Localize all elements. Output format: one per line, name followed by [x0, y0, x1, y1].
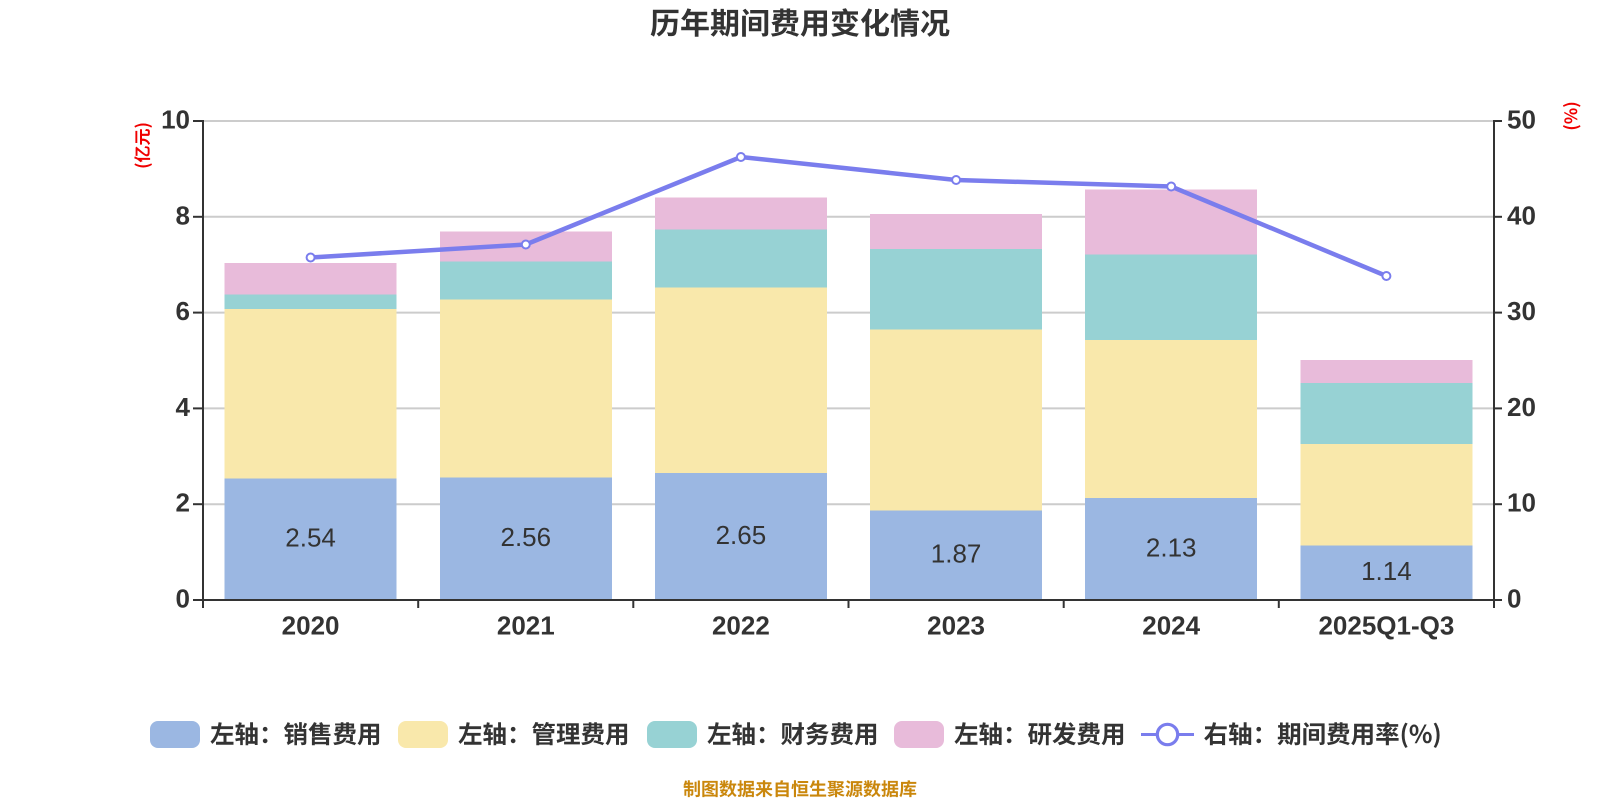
svg-text:10: 10: [161, 105, 190, 135]
svg-text:2025Q1-Q3: 2025Q1-Q3: [1318, 611, 1454, 641]
svg-text:2021: 2021: [497, 611, 555, 641]
svg-text:50: 50: [1507, 105, 1536, 135]
svg-text:2.54: 2.54: [285, 523, 336, 553]
svg-text:2024: 2024: [1142, 611, 1200, 641]
svg-text:2022: 2022: [712, 611, 770, 641]
svg-text:6: 6: [176, 296, 190, 326]
svg-text:0: 0: [176, 584, 190, 614]
svg-text:2.13: 2.13: [1146, 533, 1197, 563]
svg-text:40: 40: [1507, 200, 1536, 230]
svg-text:2.65: 2.65: [716, 520, 767, 550]
svg-text:30: 30: [1507, 296, 1536, 326]
svg-text:10: 10: [1507, 488, 1536, 518]
svg-text:8: 8: [176, 200, 190, 230]
svg-text:0: 0: [1507, 584, 1521, 614]
svg-text:2: 2: [176, 488, 190, 518]
svg-text:4: 4: [176, 392, 191, 422]
svg-text:2020: 2020: [282, 611, 340, 641]
svg-text:20: 20: [1507, 392, 1536, 422]
svg-text:1.87: 1.87: [931, 539, 982, 569]
svg-text:2023: 2023: [927, 611, 985, 641]
svg-text:1.14: 1.14: [1361, 556, 1412, 586]
svg-text:2.56: 2.56: [500, 522, 551, 552]
